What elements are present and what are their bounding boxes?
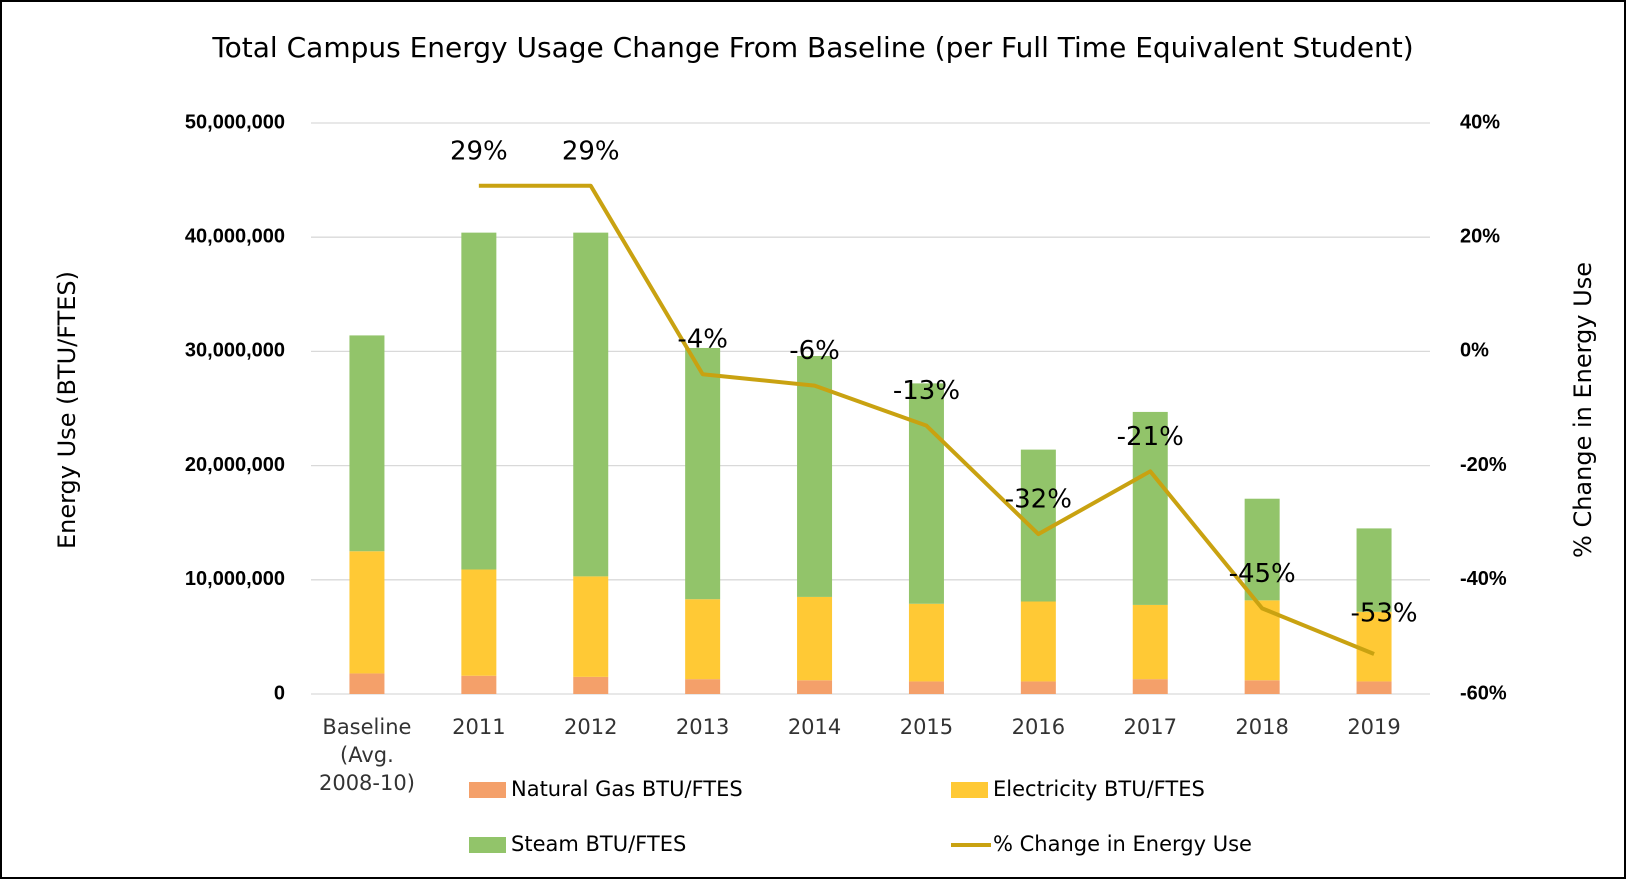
- y-tick-label: 10,000,000: [185, 568, 285, 590]
- y-axis-label: Energy Use (BTU/FTES): [53, 271, 81, 549]
- x-tick-label-box: 2013: [675, 715, 730, 739]
- x-tick-label-box: 2017: [1123, 715, 1177, 739]
- data-label: -45%: [1229, 559, 1296, 589]
- x-tick-label: 2015: [899, 715, 954, 739]
- bar: [908, 383, 944, 604]
- x-tick-label-box: 2014: [787, 715, 842, 739]
- data-label: -13%: [893, 376, 960, 406]
- x-tick-label-box: 2016: [1011, 715, 1066, 739]
- x-tick-label: 2019: [1347, 715, 1401, 739]
- data-label: -21%: [1117, 422, 1184, 452]
- bar: [908, 681, 944, 694]
- data-label: -6%: [789, 336, 840, 366]
- y2-tick-label: -40%: [1460, 568, 1507, 590]
- bar: [461, 232, 497, 570]
- x-tick-label: Baseline (Avg. 2008-10): [318, 715, 415, 795]
- bar: [908, 603, 944, 682]
- legend-label: % Change in Energy Use: [993, 832, 1252, 856]
- bar: [797, 596, 833, 681]
- legend-label: Natural Gas BTU/FTES: [511, 777, 743, 801]
- bar: [1020, 601, 1056, 682]
- bar: [349, 673, 385, 694]
- data-label: -4%: [677, 325, 728, 355]
- bar: [1356, 681, 1392, 694]
- x-tick-label: 2011: [452, 715, 506, 739]
- y-tick-label: 0: [274, 682, 285, 704]
- bar: [1132, 604, 1168, 680]
- bar: [1132, 411, 1168, 605]
- legend-label: Steam BTU/FTES: [511, 832, 686, 856]
- bar: [573, 232, 609, 577]
- y2-tick-label: 20%: [1460, 225, 1500, 247]
- x-tick-label: 2012: [564, 715, 618, 739]
- line: [478, 183, 1375, 656]
- bar: [685, 599, 721, 680]
- bar: [797, 355, 833, 597]
- bar: [1356, 611, 1392, 682]
- x-tick-label-box: 2019: [1347, 715, 1401, 739]
- x-tick-label-box: 2011: [452, 715, 506, 739]
- bar: [685, 347, 721, 600]
- x-tick-label: 2016: [1011, 715, 1066, 739]
- x-tick-label: 2014: [787, 715, 842, 739]
- bar: [461, 569, 497, 676]
- y-tick-label: 20,000,000: [185, 454, 285, 476]
- x-tick-label: 2018: [1235, 715, 1289, 739]
- x-tick-label-box: 2012: [564, 715, 618, 739]
- x-tick-label-box: 2018: [1235, 715, 1289, 739]
- legend-swatch: [951, 782, 988, 798]
- data-label: 29%: [450, 136, 508, 166]
- legend-label: Electricity BTU/FTES: [993, 777, 1205, 801]
- y2-tick-label: -20%: [1460, 454, 1507, 476]
- y2-tick-label: 0%: [1460, 340, 1489, 362]
- x-tick-label-box: 2015: [899, 715, 954, 739]
- chart-title: Total Campus Energy Usage Change From Ba…: [211, 31, 1413, 64]
- y2-tick-label: -60%: [1460, 682, 1507, 704]
- bar: [461, 675, 497, 694]
- bar: [685, 679, 721, 694]
- bar: [1244, 680, 1280, 694]
- legend-swatch: [469, 837, 506, 853]
- data-label: -53%: [1350, 599, 1417, 629]
- bar: [1356, 528, 1392, 612]
- y-tick-label: 50,000,000: [185, 111, 285, 133]
- data-label: -32%: [1005, 485, 1072, 515]
- x-tick-label: 2013: [675, 715, 730, 739]
- bar: [573, 576, 609, 677]
- y-tick-label: 40,000,000: [185, 225, 285, 247]
- bar: [1132, 679, 1168, 694]
- y-tick-label: 30,000,000: [185, 340, 285, 362]
- bar: [1020, 681, 1056, 694]
- data-label: 29%: [562, 136, 620, 166]
- y2-tick-label: 40%: [1460, 111, 1500, 133]
- bar: [349, 551, 385, 674]
- legend-swatch: [469, 782, 506, 798]
- bar: [573, 676, 609, 694]
- y2-axis-label: % Change in Energy Use: [1569, 262, 1597, 558]
- bar: [349, 335, 385, 552]
- bar: [1244, 498, 1280, 601]
- x-tick-label: 2017: [1123, 715, 1177, 739]
- bar: [797, 680, 833, 694]
- x-tick-label-box: Baseline (Avg. 2008-10): [318, 715, 415, 795]
